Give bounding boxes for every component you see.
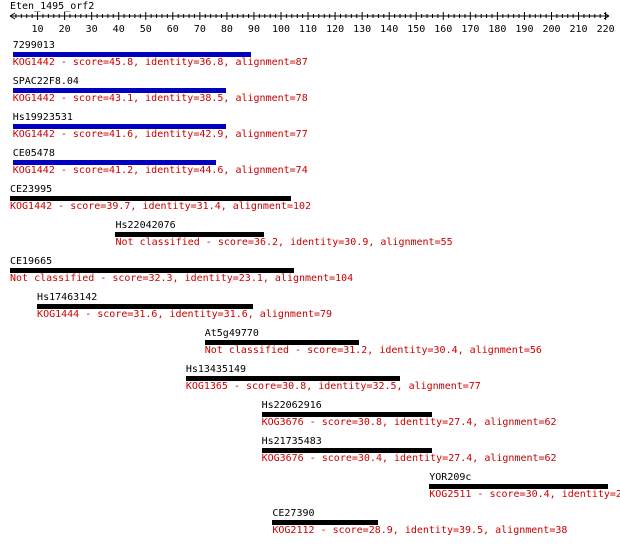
- ruler-tick-label: 90: [248, 24, 260, 35]
- hit-id-label[interactable]: Hs19923531: [12, 112, 73, 123]
- ruler-right-arrow: [603, 12, 610, 20]
- hit-alignment-bar[interactable]: [261, 412, 432, 417]
- hit-alignment-bar[interactable]: [12, 88, 227, 93]
- hit-annotation[interactable]: KOG1442 - score=45.8, identity=36.8, ali…: [12, 57, 308, 68]
- hit-annotation[interactable]: KOG1365 - score=30.8, identity=32.5, ali…: [185, 381, 481, 392]
- ruler-tick-label: 140: [380, 24, 398, 35]
- hit-id-label[interactable]: CE05478: [12, 148, 55, 159]
- hit-id-label[interactable]: Hs22042076: [115, 220, 176, 231]
- ruler-tick-label: 70: [194, 24, 206, 35]
- hit-id-label[interactable]: Hs13435149: [185, 364, 247, 375]
- hit-alignment-bar[interactable]: [12, 160, 216, 165]
- ruler-tick-label: 120: [326, 24, 344, 35]
- hit-annotation[interactable]: KOG1442 - score=41.6, identity=42.9, ali…: [12, 129, 308, 140]
- hit-alignment-bar[interactable]: [37, 304, 254, 309]
- ruler-tick-label: 180: [488, 24, 506, 35]
- hit-annotation[interactable]: KOG1442 - score=43.1, identity=38.5, ali…: [12, 93, 308, 104]
- hit-alignment-bar[interactable]: [12, 52, 251, 57]
- hit-alignment-bar[interactable]: [261, 448, 432, 453]
- ruler-tick-label: 20: [59, 24, 71, 35]
- ruler-tick-label: 60: [167, 24, 179, 35]
- hit-annotation[interactable]: KOG3676 - score=30.8, identity=27.4, ali…: [261, 417, 557, 428]
- ruler-tick-label: 100: [272, 24, 290, 35]
- hit-alignment-bar[interactable]: [12, 124, 227, 129]
- hit-annotation[interactable]: Not classified - score=32.3, identity=23…: [10, 273, 354, 284]
- ruler-tick-label: 30: [86, 24, 98, 35]
- hit-annotation[interactable]: KOG1442 - score=39.7, identity=31.4, ali…: [10, 201, 312, 212]
- hit-alignment-bar[interactable]: [185, 376, 400, 381]
- hit-id-label[interactable]: CE27390: [272, 508, 315, 519]
- ruler-tick-label: 40: [113, 24, 125, 35]
- hit-alignment-bar[interactable]: [272, 520, 378, 525]
- ruler-tick-label: 200: [542, 24, 560, 35]
- hit-alignment-bar[interactable]: [115, 232, 265, 237]
- hit-alignment-bar[interactable]: [204, 340, 359, 345]
- hit-id-label[interactable]: Hs21735483: [261, 436, 322, 447]
- hit-id-label[interactable]: CE23995: [10, 184, 53, 195]
- ruler-tick-label: 160: [434, 24, 452, 35]
- ruler-tick-label: 170: [461, 24, 479, 35]
- hit-alignment-bar[interactable]: [10, 268, 295, 273]
- hit-annotation[interactable]: KOG3676 - score=30.4, identity=27.4, ali…: [261, 453, 557, 464]
- hit-id-label[interactable]: SPAC22F8.04: [12, 76, 79, 87]
- hit-id-label[interactable]: At5g49770: [204, 328, 259, 339]
- ruler-tick-label: 10: [32, 24, 44, 35]
- ruler-left-arrow: [9, 12, 16, 20]
- ruler-tick-label: 190: [515, 24, 533, 35]
- hit-id-label[interactable]: YOR209c: [429, 472, 472, 483]
- ruler-tick-label: 210: [570, 24, 588, 35]
- ruler-tick-label: 50: [140, 24, 152, 35]
- ruler-tick-label: 220: [597, 24, 615, 35]
- hit-alignment-bar[interactable]: [429, 484, 608, 489]
- hit-annotation[interactable]: KOG1442 - score=41.2, identity=44.6, ali…: [12, 165, 308, 176]
- hit-id-label[interactable]: 7299013: [12, 40, 55, 51]
- ruler-tick-label: 80: [221, 24, 233, 35]
- hit-alignment-bar[interactable]: [10, 196, 292, 201]
- hit-annotation[interactable]: KOG2511 - score=30.4, identity=2: [429, 489, 620, 500]
- ruler-tick-label: 110: [299, 24, 317, 35]
- hit-id-label[interactable]: Hs22062916: [261, 400, 322, 411]
- hit-annotation[interactable]: KOG1444 - score=31.6, identity=31.6, ali…: [37, 309, 333, 320]
- ruler-tick-label: 150: [407, 24, 425, 35]
- hit-id-label[interactable]: CE19665: [10, 256, 53, 267]
- query-title: Eten_1495_orf2: [10, 1, 95, 12]
- ruler-tick-label: 130: [353, 24, 371, 35]
- hit-id-label[interactable]: Hs17463142: [37, 292, 98, 303]
- hit-annotation[interactable]: Not classified - score=36.2, identity=30…: [115, 237, 453, 248]
- hit-annotation[interactable]: KOG2112 - score=28.9, identity=39.5, ali…: [272, 525, 568, 536]
- position-ruler: 10 20 30 40 50 60 70 80 90 100 110 120 130 140 150 160 1…: [9, 12, 615, 35]
- hit-annotation[interactable]: Not classified - score=31.2, identity=30…: [204, 345, 542, 356]
